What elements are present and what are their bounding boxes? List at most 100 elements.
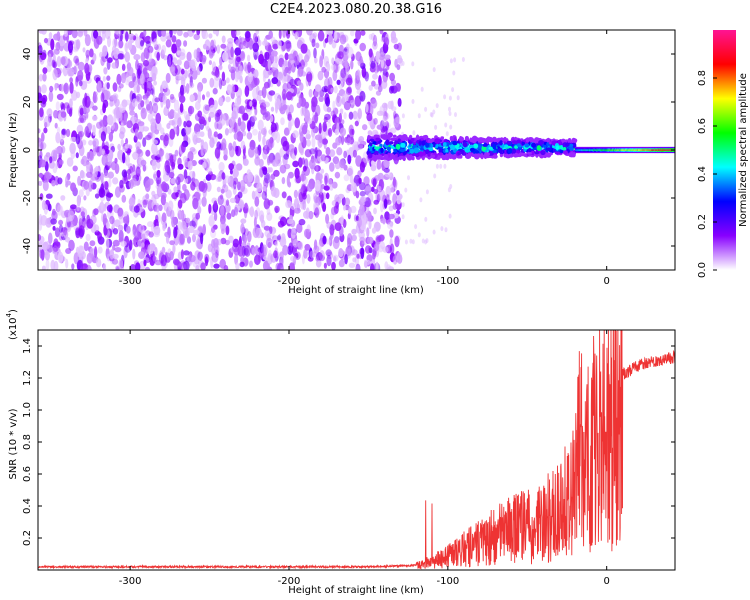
spectrogram-cell — [46, 108, 53, 117]
spectrogram-cell — [523, 153, 527, 157]
spectrogram-cell — [183, 31, 189, 38]
spectrogram-cell — [198, 180, 206, 192]
spectrogram-cell — [144, 35, 152, 45]
spectrogram-cell — [330, 110, 336, 117]
spectrogram-cell — [240, 218, 247, 224]
spectrogram-cell — [112, 177, 119, 185]
spectrogram-cell — [571, 138, 578, 143]
spectrogram-cell — [105, 222, 110, 229]
spectrogram-cell — [308, 210, 314, 220]
spectrogram-cell — [298, 97, 302, 106]
spectrogram-cell — [540, 150, 546, 156]
spectrogram-cell — [424, 239, 428, 245]
snr-series-line — [38, 330, 675, 570]
spectrogram-cell — [350, 182, 357, 193]
spectrogram-cell — [228, 235, 234, 243]
spectrogram-cell — [209, 137, 215, 149]
spectrogram-cell — [525, 137, 530, 143]
spectrogram-cell — [266, 212, 273, 222]
spectrogram-cell — [307, 75, 312, 87]
x-tick-label: 0 — [604, 276, 610, 287]
spectrogram-cell — [331, 57, 335, 65]
spectrogram-cell — [388, 205, 394, 212]
spectrogram-cell — [293, 87, 301, 95]
spectrogram-cell — [171, 35, 177, 43]
spectrogram-cell — [155, 112, 161, 124]
x-tick-label: -300 — [119, 276, 142, 287]
spectrogram-cell — [355, 30, 362, 41]
spectrogram-cell — [395, 82, 401, 92]
spectrogram-cell — [371, 227, 377, 234]
spectrogram-cell — [323, 185, 330, 191]
spectrogram-cell — [281, 191, 287, 199]
spectrogram-cell — [49, 85, 54, 93]
spectrogram-cell — [94, 246, 98, 259]
spectrogram-cell — [381, 82, 387, 90]
spectrogram-cell — [217, 176, 223, 182]
spectrogram-cell — [127, 33, 135, 40]
spectrogram-cell — [211, 246, 217, 256]
spectrogram-cell — [193, 33, 200, 41]
spectrogram-cell — [334, 160, 341, 170]
spectrogram-cell — [254, 209, 258, 220]
spectrogram-cell — [216, 44, 221, 54]
spectrogram-cell — [401, 61, 405, 66]
spectrogram-cell — [219, 56, 223, 66]
colorbar-gradient — [713, 30, 736, 270]
spectrogram-cell — [433, 173, 437, 179]
spectrogram-cell — [268, 96, 273, 102]
spectrogram-cell — [65, 258, 69, 269]
spectrogram-cell — [96, 35, 103, 45]
spectrogram-cell — [119, 131, 125, 140]
spectrogram-cell — [79, 107, 84, 116]
spectrogram-cell — [459, 154, 463, 159]
spectrogram-cell — [213, 263, 220, 269]
spectrogram-cell — [51, 59, 56, 68]
spectrogram-cell — [393, 117, 400, 128]
spectrogram-cell — [106, 82, 110, 90]
spectrogram-cell — [304, 109, 311, 122]
spectrogram-cell — [111, 258, 119, 265]
spectrogram-cell — [71, 263, 75, 270]
spectrogram-cell — [235, 97, 240, 109]
y-tick-label: 40 — [22, 48, 33, 61]
spectrogram-cell — [247, 61, 252, 74]
spectrogram-cell — [280, 117, 285, 126]
spectrogram-cell — [290, 255, 297, 262]
spectrogram-cell — [367, 135, 372, 140]
spectrogram-cell — [283, 69, 287, 77]
spectrogram-cell — [243, 234, 247, 244]
spectrogram-cell — [373, 243, 380, 252]
spectrogram-cell — [144, 180, 151, 193]
spectrogram-cell — [193, 229, 200, 236]
spectrogram-cell — [251, 115, 256, 123]
spectrogram-cell — [304, 243, 311, 251]
spectrogram-cell — [140, 159, 147, 167]
spectrogram-cell — [163, 134, 169, 147]
spectrogram-cell — [279, 164, 287, 174]
figure-title: C2E4.2023.080.20.38.G16 — [270, 2, 442, 17]
spectrogram-cell — [367, 236, 374, 244]
spectrogram-cell — [344, 58, 348, 70]
spectrogram-cell — [376, 161, 381, 170]
spectrogram-cell — [237, 117, 242, 127]
spectrogram-cell — [181, 141, 186, 153]
spectrogram-cell — [378, 75, 382, 86]
spectrogram-cell — [125, 79, 129, 86]
spectrogram-cell — [420, 86, 424, 92]
spectrogram-cell — [187, 69, 191, 77]
spectrogram-cell — [339, 108, 344, 115]
spectrogram-cell — [281, 233, 286, 243]
spectrogram-cell — [151, 72, 157, 82]
spectrogram-cell — [524, 143, 530, 148]
spectrogram-cell — [477, 137, 483, 143]
spectrogram-cell — [169, 240, 176, 246]
spectrogram-cell — [410, 138, 415, 142]
spectrogram-cell — [105, 191, 112, 202]
spectrogram-cell — [458, 136, 464, 142]
spectrogram-cell — [372, 41, 378, 50]
spectrogram-cell — [275, 131, 281, 144]
spectrogram-cell — [288, 242, 294, 253]
spectrogram-cell — [239, 75, 243, 84]
